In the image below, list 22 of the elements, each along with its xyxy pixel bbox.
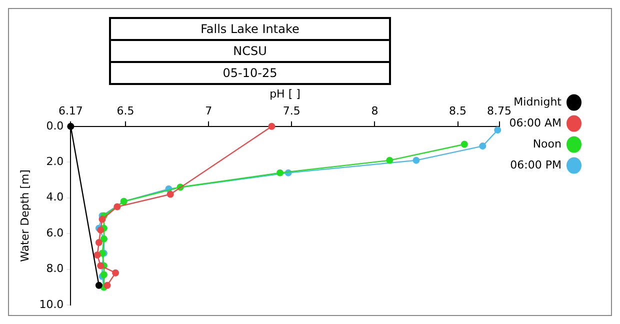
x-tick-label: 8 — [371, 104, 378, 118]
chart-subtitle: NCSU — [109, 41, 391, 63]
legend-label: Midnight — [514, 95, 562, 108]
chart-title: Falls Lake Intake — [109, 17, 391, 41]
y-tick-label: 10.0 — [39, 298, 64, 311]
x-tick-label: 6.17 — [58, 104, 83, 118]
y-axis-title: Water Depth [m] — [18, 170, 32, 262]
legend-label: 06:00 PM — [510, 158, 562, 172]
y-tick-label: 6.0 — [46, 226, 64, 240]
x-tick-label: 7 — [205, 104, 212, 118]
x-tick-label: 7.5 — [282, 104, 300, 118]
x-tick-label: 6.5 — [116, 104, 134, 118]
y-tick-label: 4.0 — [46, 190, 64, 204]
y-tick-label: 2.0 — [46, 154, 64, 168]
text: 05-10-25 — [109, 63, 391, 85]
x-axis-title: pH [ ] — [270, 87, 300, 100]
y-tick-label: 0.0 — [46, 119, 64, 132]
legend-label: 06:00 AM — [509, 116, 562, 130]
x-tick-label: 8.75 — [487, 104, 512, 118]
x-tick-label: 8.5 — [449, 104, 467, 118]
y-tick-label: 8.0 — [46, 262, 64, 276]
legend-label: Noon — [532, 137, 562, 150]
